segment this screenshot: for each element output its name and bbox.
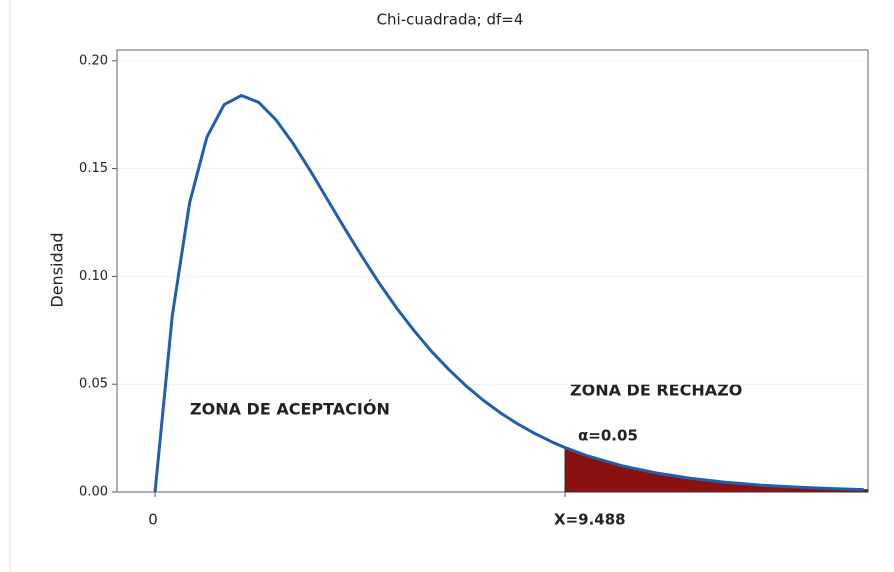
y-tick-label: 0.05 xyxy=(79,377,108,392)
annotation: ZONA DE RECHAZO xyxy=(570,381,742,400)
plot-frame xyxy=(116,49,869,493)
y-tick-label: 0.20 xyxy=(79,53,108,68)
chart-title: Chi-cuadrada; df=4 xyxy=(377,11,524,29)
rejection-area xyxy=(564,446,869,493)
y-axis-label: Densidad xyxy=(48,232,67,307)
x-tick-label: 0 xyxy=(148,511,158,529)
y-tick-label: 0.10 xyxy=(79,269,108,284)
y-tick-label: 0.00 xyxy=(79,485,108,500)
annotation: ZONA DE ACEPTACIÓN xyxy=(190,400,390,419)
density-curve xyxy=(153,93,864,493)
x-tick-label: X=9.488 xyxy=(554,511,626,529)
y-tick-label: 0.15 xyxy=(79,161,108,176)
annotation: α=0.05 xyxy=(578,427,638,445)
